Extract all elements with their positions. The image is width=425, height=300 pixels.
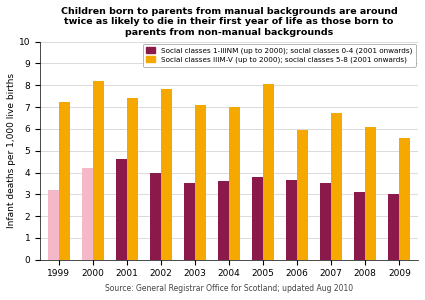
Bar [354, 192, 365, 260]
Y-axis label: Infant deaths per 1,000 live births: Infant deaths per 1,000 live births [7, 73, 16, 228]
Bar [150, 172, 161, 260]
Bar [195, 105, 206, 260]
Bar [320, 183, 331, 260]
Bar [161, 88, 172, 260]
Bar [48, 190, 59, 260]
Bar [263, 84, 274, 260]
Bar [127, 98, 138, 260]
Bar [218, 181, 229, 260]
Bar [59, 102, 70, 260]
Title: Children born to parents from manual backgrounds are around
twice as likely to d: Children born to parents from manual bac… [61, 7, 397, 37]
Bar [297, 130, 308, 260]
Bar [400, 138, 410, 260]
Bar [229, 107, 240, 260]
Bar [331, 112, 342, 260]
Bar [116, 160, 127, 260]
Bar [252, 177, 263, 260]
Bar [82, 168, 93, 260]
X-axis label: Source: General Registrar Office for Scotland; updated Aug 2010: Source: General Registrar Office for Sco… [105, 284, 353, 293]
Legend: Social classes 1-IIINM (up to 2000); social classes 0-4 (2001 onwards), Social c: Social classes 1-IIINM (up to 2000); soc… [143, 44, 416, 67]
Bar [93, 81, 104, 260]
Bar [184, 183, 195, 260]
Bar [388, 194, 399, 260]
Bar [365, 127, 376, 260]
Bar [286, 180, 297, 260]
